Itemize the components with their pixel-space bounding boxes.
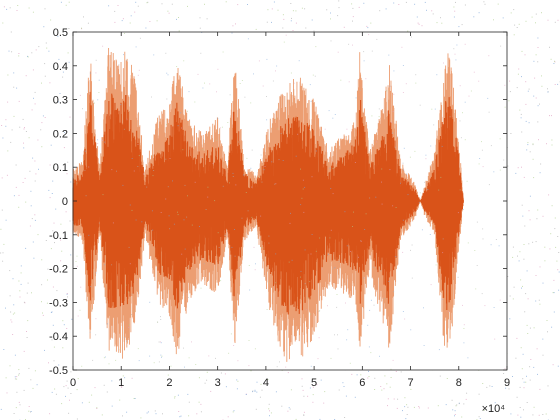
x-tick-label: 0	[70, 377, 76, 389]
y-tick-label: -0.5	[49, 365, 68, 377]
y-tick-label: 0.3	[53, 95, 68, 107]
y-tick-label: -0.1	[49, 230, 68, 242]
y-tick-label: 0.2	[53, 128, 68, 140]
x-tick-label: 9	[504, 377, 510, 389]
x-tick-label: 4	[263, 377, 269, 389]
x-tick-label: 2	[166, 377, 172, 389]
x-exponent-label: ×10⁴	[482, 403, 506, 415]
x-tick-label: 8	[456, 377, 462, 389]
x-tick-label: 7	[407, 377, 413, 389]
y-tick-label: -0.2	[49, 264, 68, 276]
y-tick-label: -0.4	[49, 331, 68, 343]
y-tick-label: 0.5	[53, 27, 68, 39]
y-tick-label: -0.3	[49, 297, 68, 309]
y-tick-label: 0.4	[53, 61, 68, 73]
x-tick-label: 6	[359, 377, 365, 389]
plot-area	[72, 32, 508, 371]
axes: 0 1 2 3 4 5 6 7 8 9 -0.5 -0.4 -0.3 -0.2 -0.1 0 0.1 0.2 0.3…	[49, 27, 510, 389]
x-tick-label: 1	[118, 377, 124, 389]
y-tick-label: 0.1	[53, 162, 68, 174]
y-tick-label: 0	[62, 196, 68, 208]
x-tick-label: 5	[311, 377, 317, 389]
x-tick-label: 3	[215, 377, 221, 389]
